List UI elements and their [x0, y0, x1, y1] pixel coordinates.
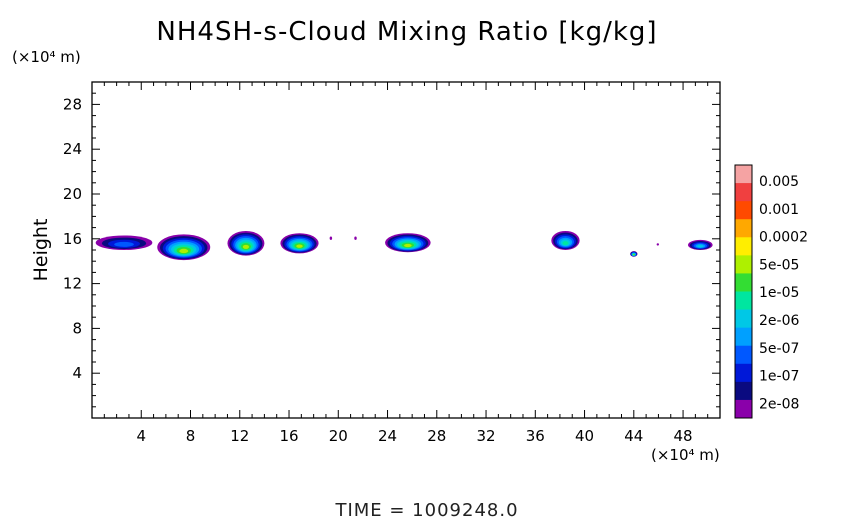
colorbar: 0.005 0.001 0.0002 5e-05 1e-05 2e-06 5e-07 1e-0… — [734, 164, 808, 419]
y-tick-label: 12 — [63, 275, 82, 293]
x-tick-label: 44 — [624, 427, 643, 445]
colorbar-swatch — [735, 255, 752, 274]
y-tick-label: 8 — [72, 319, 82, 337]
colorbar-swatch — [735, 345, 752, 365]
cloud-patch — [329, 236, 333, 240]
x-tick-label: 28 — [427, 427, 446, 445]
x-tick-label: 16 — [279, 427, 298, 445]
colorbar-swatch — [735, 273, 752, 292]
colorbar-label: 5e-07 — [759, 341, 799, 357]
colorbar-swatch — [735, 363, 752, 383]
cloud-patch — [280, 233, 319, 254]
colorbar-swatch — [735, 219, 752, 238]
colorbar-label: 2e-08 — [759, 396, 799, 412]
x-tick-label: 48 — [674, 427, 693, 445]
colorbar-swatch — [735, 309, 752, 329]
colorbar-label: 5e-05 — [759, 257, 799, 273]
cloud-patch — [687, 239, 713, 251]
colorbar-label: 2e-06 — [759, 313, 799, 329]
y-tick-label: 28 — [63, 95, 82, 113]
cloud-patch — [656, 243, 660, 246]
cloud-patch — [354, 236, 357, 240]
x-tick-label: 4 — [136, 427, 146, 445]
x-tick-label: 20 — [329, 427, 348, 445]
colorbar-swatch — [735, 399, 752, 419]
colorbar-swatch — [735, 237, 752, 256]
cloud-patch — [551, 230, 580, 250]
y-tick-label: 24 — [63, 140, 82, 158]
x-tick-label: 40 — [575, 427, 594, 445]
y-axis-label: Height — [30, 219, 52, 282]
cloud-field — [95, 230, 713, 261]
cloud-patch — [630, 251, 638, 257]
colorbar-swatch — [735, 201, 752, 220]
colorbar-swatch — [735, 165, 752, 184]
x-tick-labels: 4 8 12 16 20 24 28 32 36 40 44 48 — [136, 427, 692, 445]
x-tick-label: 36 — [526, 427, 545, 445]
y-axis-unit: (×10⁴ m) — [12, 48, 81, 66]
colorbar-label: 0.001 — [759, 202, 799, 218]
colorbar-label: 1e-05 — [759, 285, 799, 301]
cloud-patch — [95, 235, 153, 250]
colorbar-label: 0.005 — [759, 174, 799, 190]
colorbar-frame — [734, 164, 753, 419]
colorbar-swatch — [735, 381, 752, 401]
cloud-patch — [385, 233, 431, 253]
colorbar-swatch — [735, 327, 752, 347]
plot-frame — [91, 81, 721, 419]
x-tick-label: 32 — [476, 427, 495, 445]
x-tick-label: 24 — [378, 427, 397, 445]
y-tick-label: 20 — [63, 185, 82, 203]
chart-title: NH4SH-s-Cloud Mixing Ratio [kg/kg] — [156, 17, 657, 47]
cloud-patch — [227, 230, 265, 256]
colorbar-swatch — [735, 183, 752, 202]
y-tick-label: 4 — [72, 364, 82, 382]
y-tick-labels: 4 8 12 16 20 24 28 — [63, 95, 82, 382]
colorbar-label: 0.0002 — [759, 230, 808, 246]
colorbar-label: 1e-07 — [759, 369, 799, 385]
cloud-patch — [157, 234, 211, 261]
time-label: TIME = 1009248.0 — [334, 500, 518, 519]
x-tick-label: 12 — [230, 427, 249, 445]
x-tick-label: 8 — [186, 427, 196, 445]
colorbar-swatch — [735, 291, 752, 310]
x-axis-unit: (×10⁴ m) — [651, 446, 720, 464]
y-tick-label: 16 — [63, 230, 82, 248]
axis-ticks — [92, 82, 720, 418]
